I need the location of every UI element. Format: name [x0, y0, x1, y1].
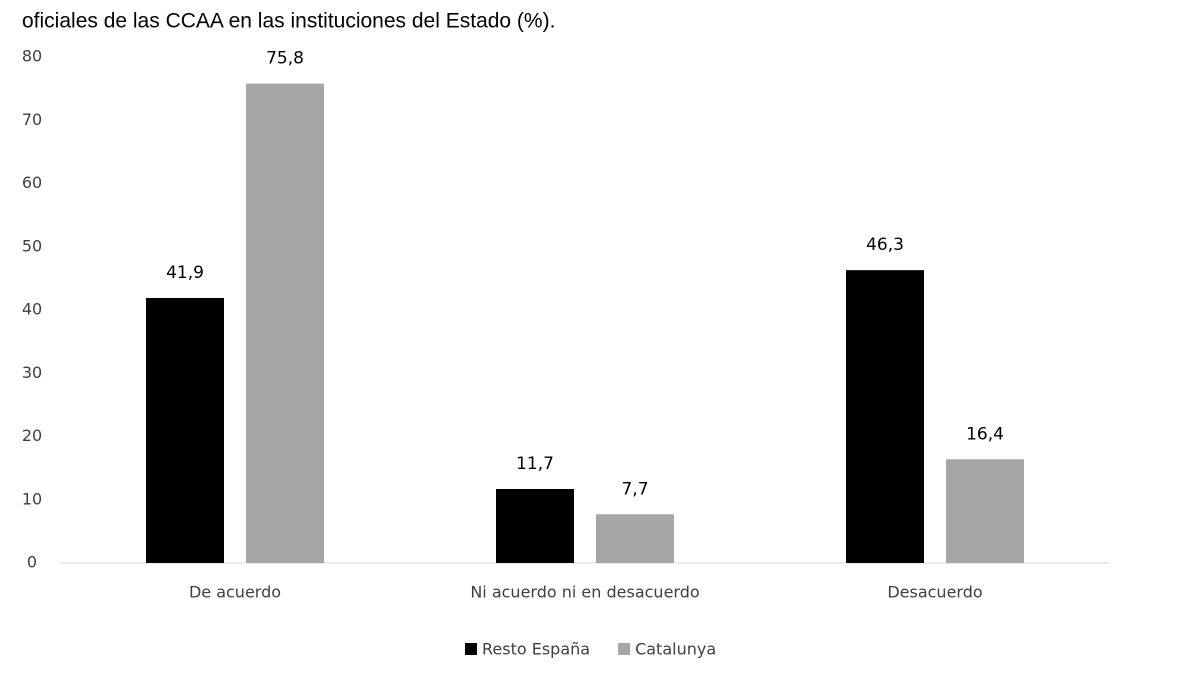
- y-tick-label: 70: [22, 110, 42, 129]
- y-tick-label: 0: [27, 553, 37, 572]
- bar: [146, 297, 224, 563]
- value-label: 7,7: [621, 479, 648, 499]
- value-label: 11,7: [516, 454, 554, 474]
- value-label: 46,3: [866, 235, 904, 255]
- x-tick-label: Ni acuerdo ni en desacuerdo: [470, 583, 699, 602]
- y-tick-label: 30: [22, 363, 42, 382]
- bar: [496, 488, 574, 563]
- y-tick-label: 40: [22, 300, 42, 319]
- bar: [846, 270, 924, 563]
- y-tick-label: 50: [22, 236, 42, 255]
- bar: [246, 83, 324, 563]
- legend-label: Resto España: [482, 640, 590, 659]
- legend-swatch: [465, 643, 477, 655]
- value-label: 16,4: [966, 424, 1004, 444]
- legend-label: Catalunya: [635, 640, 716, 659]
- y-tick-label: 80: [22, 47, 42, 66]
- legend-swatch: [618, 643, 631, 655]
- x-tick-label: Desacuerdo: [887, 583, 982, 602]
- y-tick-label: 10: [22, 489, 42, 508]
- y-tick-label: 60: [22, 173, 42, 192]
- value-label: 41,9: [166, 263, 204, 283]
- chart-title: oficiales de las CCAA en las institucion…: [22, 10, 555, 33]
- value-label: 75,8: [266, 49, 304, 69]
- y-tick-label: 20: [22, 426, 42, 445]
- bar: [946, 459, 1024, 563]
- bar: [596, 514, 674, 563]
- x-tick-label: De acuerdo: [189, 583, 281, 602]
